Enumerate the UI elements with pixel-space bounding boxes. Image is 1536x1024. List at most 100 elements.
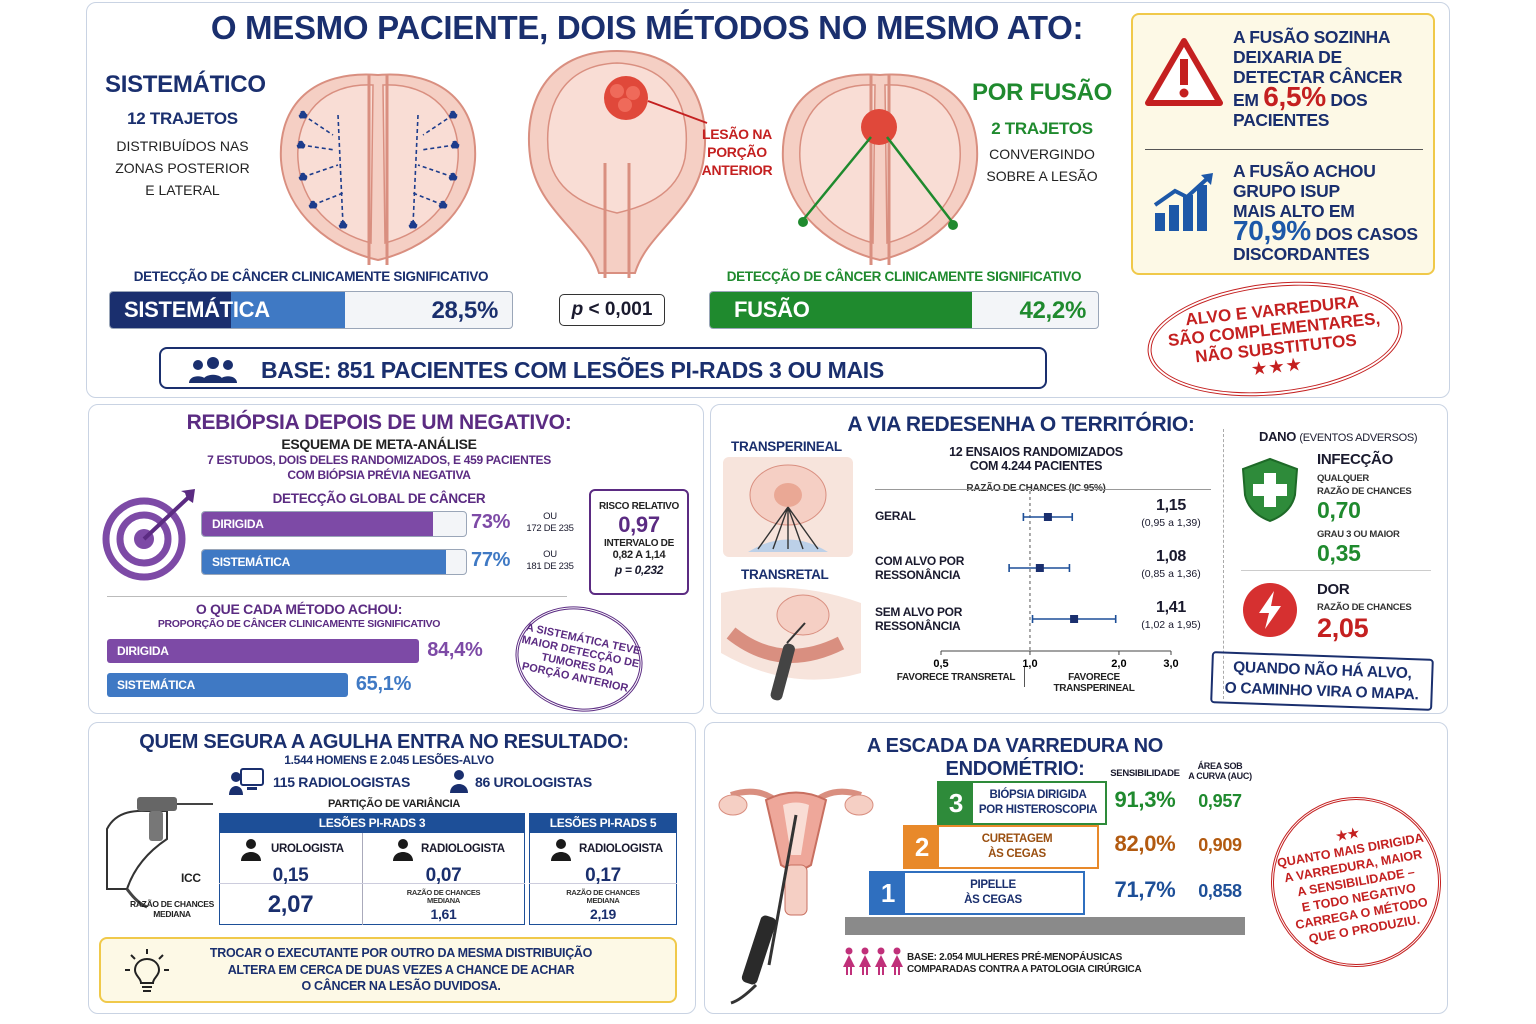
urologist-icon [450, 770, 468, 793]
rebiopsy-bar-fill [202, 512, 434, 536]
target-icon [102, 489, 195, 581]
c3-icc: 0,17 [585, 865, 621, 886]
side-divider [1145, 149, 1423, 150]
prostate-lesion-illustration [527, 49, 708, 278]
table-body-1 [219, 833, 525, 925]
rebiopsy-bar-label: SISTEMÁTICA [212, 555, 291, 569]
forest-row-label: SEM ALVO POR RESSONÂNCIA [875, 605, 962, 633]
doctor-icon [393, 839, 413, 861]
sist-desc-line: DISTRIBUÍDOS NAS [116, 138, 249, 154]
tip-box: TROCAR O EXECUTANTE POR OUTRO DA MESMA D… [99, 937, 677, 1003]
or-point [1070, 615, 1079, 623]
step-label: PIPELLE ÀS CEGAS [905, 878, 1081, 908]
infec-label: INFECÇÃO [1317, 451, 1393, 468]
infec-divider [1241, 570, 1431, 571]
radiologists-count: 115 RADIOLOGISTAS [273, 774, 411, 790]
c2-mor: 1,61 [430, 906, 457, 922]
lightbulb-icon [125, 949, 169, 992]
forest-row-label-line: RESSONÂNCIA [875, 619, 961, 633]
forest-row-label: GERAL [875, 509, 916, 523]
step-auc: 0,957 [1198, 791, 1242, 811]
rebiopsy-bar-value: 77% [471, 549, 511, 571]
dor-value: 2,05 [1317, 613, 1369, 643]
ou-label: OU [543, 549, 557, 560]
endo-base-text: BASE: 2.054 MULHERES PRÉ-MENOPÁUSICAS CO… [907, 952, 1142, 976]
transretal-label: TRANSRETAL [741, 567, 829, 582]
row-divider [219, 883, 525, 884]
row-divider [529, 883, 677, 884]
sist-detect-label: DETECÇÃO DE CÂNCER CLINICAMENTE SIGNIFIC… [133, 269, 489, 284]
radio-label: RADIOLOGISTA [421, 843, 505, 855]
trials-line1: 12 ENSAIOS RANDOMIZADOS [949, 445, 1123, 459]
step-label: BIÓPSIA DIRIGIDA POR HISTEROSCOPIA [973, 788, 1103, 818]
needle-sub: 1.544 HOMENS E 2.045 LESÕES-ALVO [284, 753, 494, 767]
rebiopsy-subtitle: ESQUEMA DE META-ANÁLISE [281, 436, 477, 452]
side1-big: 6,5% [1263, 81, 1326, 112]
step-sensitivity: 82,0% [1114, 831, 1176, 856]
infec-value: 0,70 [1317, 497, 1361, 523]
rebiopsy-bar-detail: OU 172 DE 235 [519, 511, 581, 535]
base-banner: BASE: 851 PACIENTES COM LESÕES PI-RADS 3… [159, 347, 1047, 389]
found-bar: SISTEMÁTICA [107, 673, 348, 697]
pirads3-header: LESÕES PI-RADS 3 [219, 813, 525, 833]
growth-chart-icon [1153, 173, 1213, 231]
rr-value: 0,97 [618, 512, 660, 537]
endometrium-panel: A ESCADA DA VARREDURA NO ENDOMÉTRIO: SEN… [704, 722, 1455, 1014]
found-bar-value: 84,4% [427, 639, 483, 661]
ou-label: OU [543, 511, 557, 522]
c2-icc: 0,07 [425, 865, 462, 886]
fusion-trajetos: 2 TRAJETOS [991, 119, 1093, 138]
prostate-fusion-illustration [781, 73, 979, 265]
mor-small-line: RAZÃO DE CHANCES [566, 888, 640, 897]
step-label-line: PIPELLE [970, 879, 1016, 891]
step-number: 3 [939, 783, 973, 823]
fusion-detect-label: DETECÇÃO DE CÂNCER CLINICAMENTE SIGNIFIC… [726, 269, 1082, 284]
rebiopsy-panel: REBIÓPSIA DEPOIS DE UM NEGATIVO: ESQUEMA… [88, 404, 704, 724]
sist-bar-value: 28,5% [431, 297, 498, 324]
forest-plot: 0,5 1,0 2,0 3,0 [933, 491, 1179, 670]
mor-left-line: MEDIANA [153, 909, 191, 919]
found-title: O QUE CADA MÉTODO ACHOU: [195, 601, 403, 617]
infec-grade: GRAU 3 OU MAIOR [1317, 529, 1400, 540]
shield-cross-icon [1241, 457, 1299, 523]
rebiopsy-bar-detail: OU 181 DE 235 [519, 549, 581, 573]
step-label-line: CURETAGEM [981, 833, 1053, 845]
sist-trajetos: 12 TRAJETOS [127, 109, 238, 128]
sist-bar-label: SISTEMÁTICA [124, 297, 270, 322]
col-auc-line: ÁREA SOB [1197, 761, 1243, 771]
endo-title: A ESCADA DA VARREDURA NO ENDOMÉTRIO: [866, 735, 1164, 780]
sist-detect-bar: SISTEMÁTICA 28,5% [109, 291, 513, 329]
dano-title: DANO (EVENTOS ADVERSOS) [1259, 429, 1418, 444]
step-sensitivity: 71,7% [1114, 877, 1176, 902]
c2-mor-label: RAZÃO DE CHANCES MEDIANA [362, 889, 525, 905]
found-bar-label: SISTEMÁTICA [117, 678, 196, 692]
mor-small-line: MEDIANA [427, 896, 460, 905]
side2-line: A FUSÃO ACHOU [1233, 161, 1376, 181]
sist-title: SISTEMÁTICO [105, 71, 266, 98]
stair-step: 1 PIPELLE ÀS CEGAS [869, 871, 1085, 915]
rebiopsy-bar: SISTEMÁTICA [201, 549, 467, 575]
mor-small-line: MEDIANA [586, 896, 620, 905]
forest-row-ci: (0,95 a 1,39) [1141, 517, 1201, 529]
side1-text: A FUSÃO SOZINHA DEIXARIA DE DETECTAR CÂN… [1233, 27, 1403, 130]
side2-last: DISCORDANTES [1233, 244, 1370, 264]
lightning-icon [1243, 583, 1297, 637]
count-label: 181 DE 235 [526, 561, 574, 572]
prostate-systematic-illustration [279, 73, 477, 265]
table-body-2 [529, 833, 677, 925]
c3-mor: 2,19 [589, 906, 617, 922]
rebiopsy-bar-label: DIRIGIDA [212, 517, 264, 531]
map-banner: QUANDO NÃO HÁ ALVO, O CAMINHO VIRA O MAP… [1210, 651, 1434, 711]
step-number: 2 [905, 827, 939, 867]
forest-row-ci: (0,85 a 1,36) [1141, 568, 1201, 580]
p-symbol: p [571, 299, 584, 320]
forest-row-or: 1,15 [1156, 497, 1186, 514]
forest-row-label-line: GERAL [875, 509, 916, 523]
fusion-bar-label: FUSÃO [734, 297, 810, 322]
col-divider [362, 833, 363, 925]
stair-step: 2 CURETAGEM ÀS CEGAS [903, 825, 1099, 869]
dor-label: DOR [1317, 581, 1350, 598]
radiologist-icon [229, 768, 264, 795]
side2-line: MAIS ALTO EM [1233, 201, 1355, 221]
favor-transretal: FAVORECE TRANSRETAL [896, 672, 1016, 683]
